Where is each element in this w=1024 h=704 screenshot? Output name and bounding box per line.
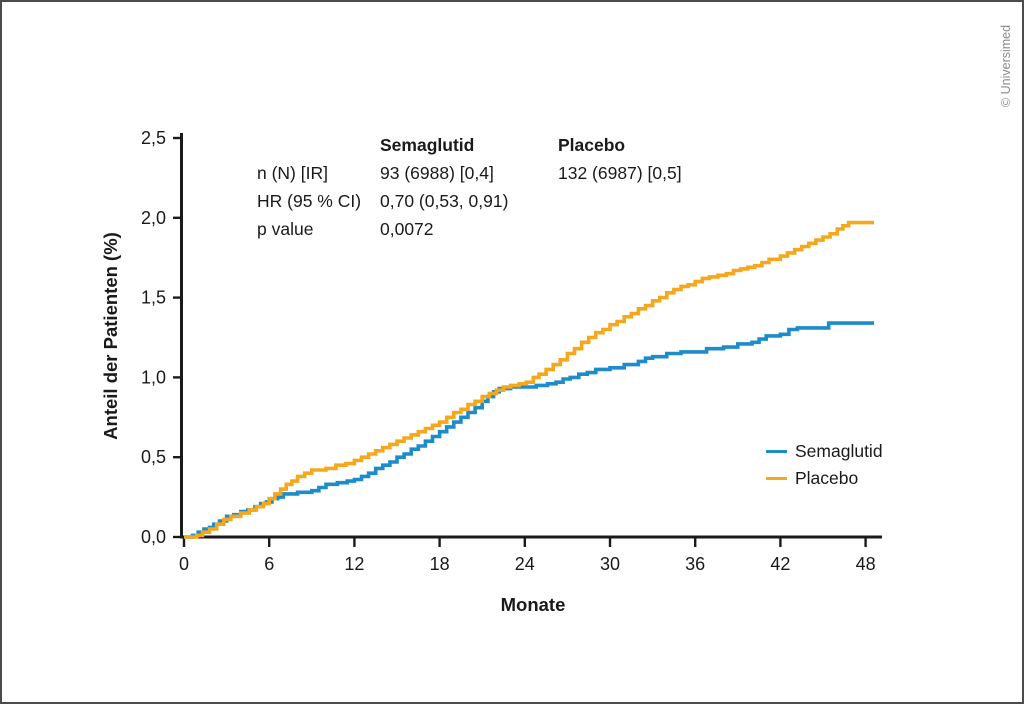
stats-value-pvalue-placebo: [558, 215, 728, 243]
stats-row-label-pvalue: p value: [257, 219, 314, 239]
y-tick-label: 0,0: [141, 527, 166, 547]
y-tick-label: 2,0: [141, 208, 166, 228]
stats-row-label-n: n (N) [IR]: [257, 163, 328, 183]
stats-table: Semaglutid Placebo n (N) [IR] 93 (6988) …: [257, 131, 728, 243]
legend-item-semaglutid: Semaglutid: [766, 438, 883, 465]
x-tick-label: 48: [856, 554, 876, 574]
stats-value-hr-placebo: [558, 187, 728, 215]
stats-row-label-hr: HR (95 % CI): [257, 191, 362, 211]
y-tick-label: 1,5: [141, 288, 166, 308]
y-axis-title: Anteil der Patienten (%): [100, 232, 121, 440]
semaglutid-line-swatch-icon: [766, 449, 787, 454]
placebo-line-swatch-icon: [766, 476, 787, 481]
legend-item-placebo: Placebo: [766, 465, 883, 492]
y-tick-label: 1,0: [141, 367, 166, 387]
stats-value-pvalue-semaglutid: 0,0072: [380, 219, 434, 239]
chart-legend: Semaglutid Placebo: [766, 438, 883, 492]
copyright-label: © Universimed: [999, 24, 1013, 108]
y-tick-label: 0,5: [141, 447, 166, 467]
x-tick-label: 12: [344, 554, 364, 574]
y-tick-label: 2,5: [141, 128, 166, 148]
legend-label-semaglutid: Semaglutid: [795, 441, 883, 461]
placebo-curve: [184, 220, 875, 539]
x-tick-label: 36: [685, 554, 705, 574]
stats-value-hr-semaglutid: 0,70 (0,53, 0,91): [380, 191, 509, 211]
x-tick-label: 6: [264, 554, 274, 574]
stats-corner-cell: [257, 131, 380, 159]
x-tick-label: 18: [430, 554, 450, 574]
legend-label-placebo: Placebo: [795, 468, 859, 488]
semaglutid-curve: [184, 321, 875, 539]
x-tick-label: 0: [179, 554, 189, 574]
stats-col-header-placebo: Placebo: [558, 135, 626, 155]
x-tick-label: 42: [770, 554, 790, 574]
x-axis-title: Monate: [500, 594, 566, 615]
stats-value-n-placebo: 132 (6987) [0,5]: [558, 163, 682, 183]
stats-value-n-semaglutid: 93 (6988) [0,4]: [380, 163, 494, 183]
x-tick-label: 24: [515, 554, 535, 574]
x-tick-label: 30: [600, 554, 620, 574]
stats-col-header-semaglutid: Semaglutid: [380, 135, 475, 155]
